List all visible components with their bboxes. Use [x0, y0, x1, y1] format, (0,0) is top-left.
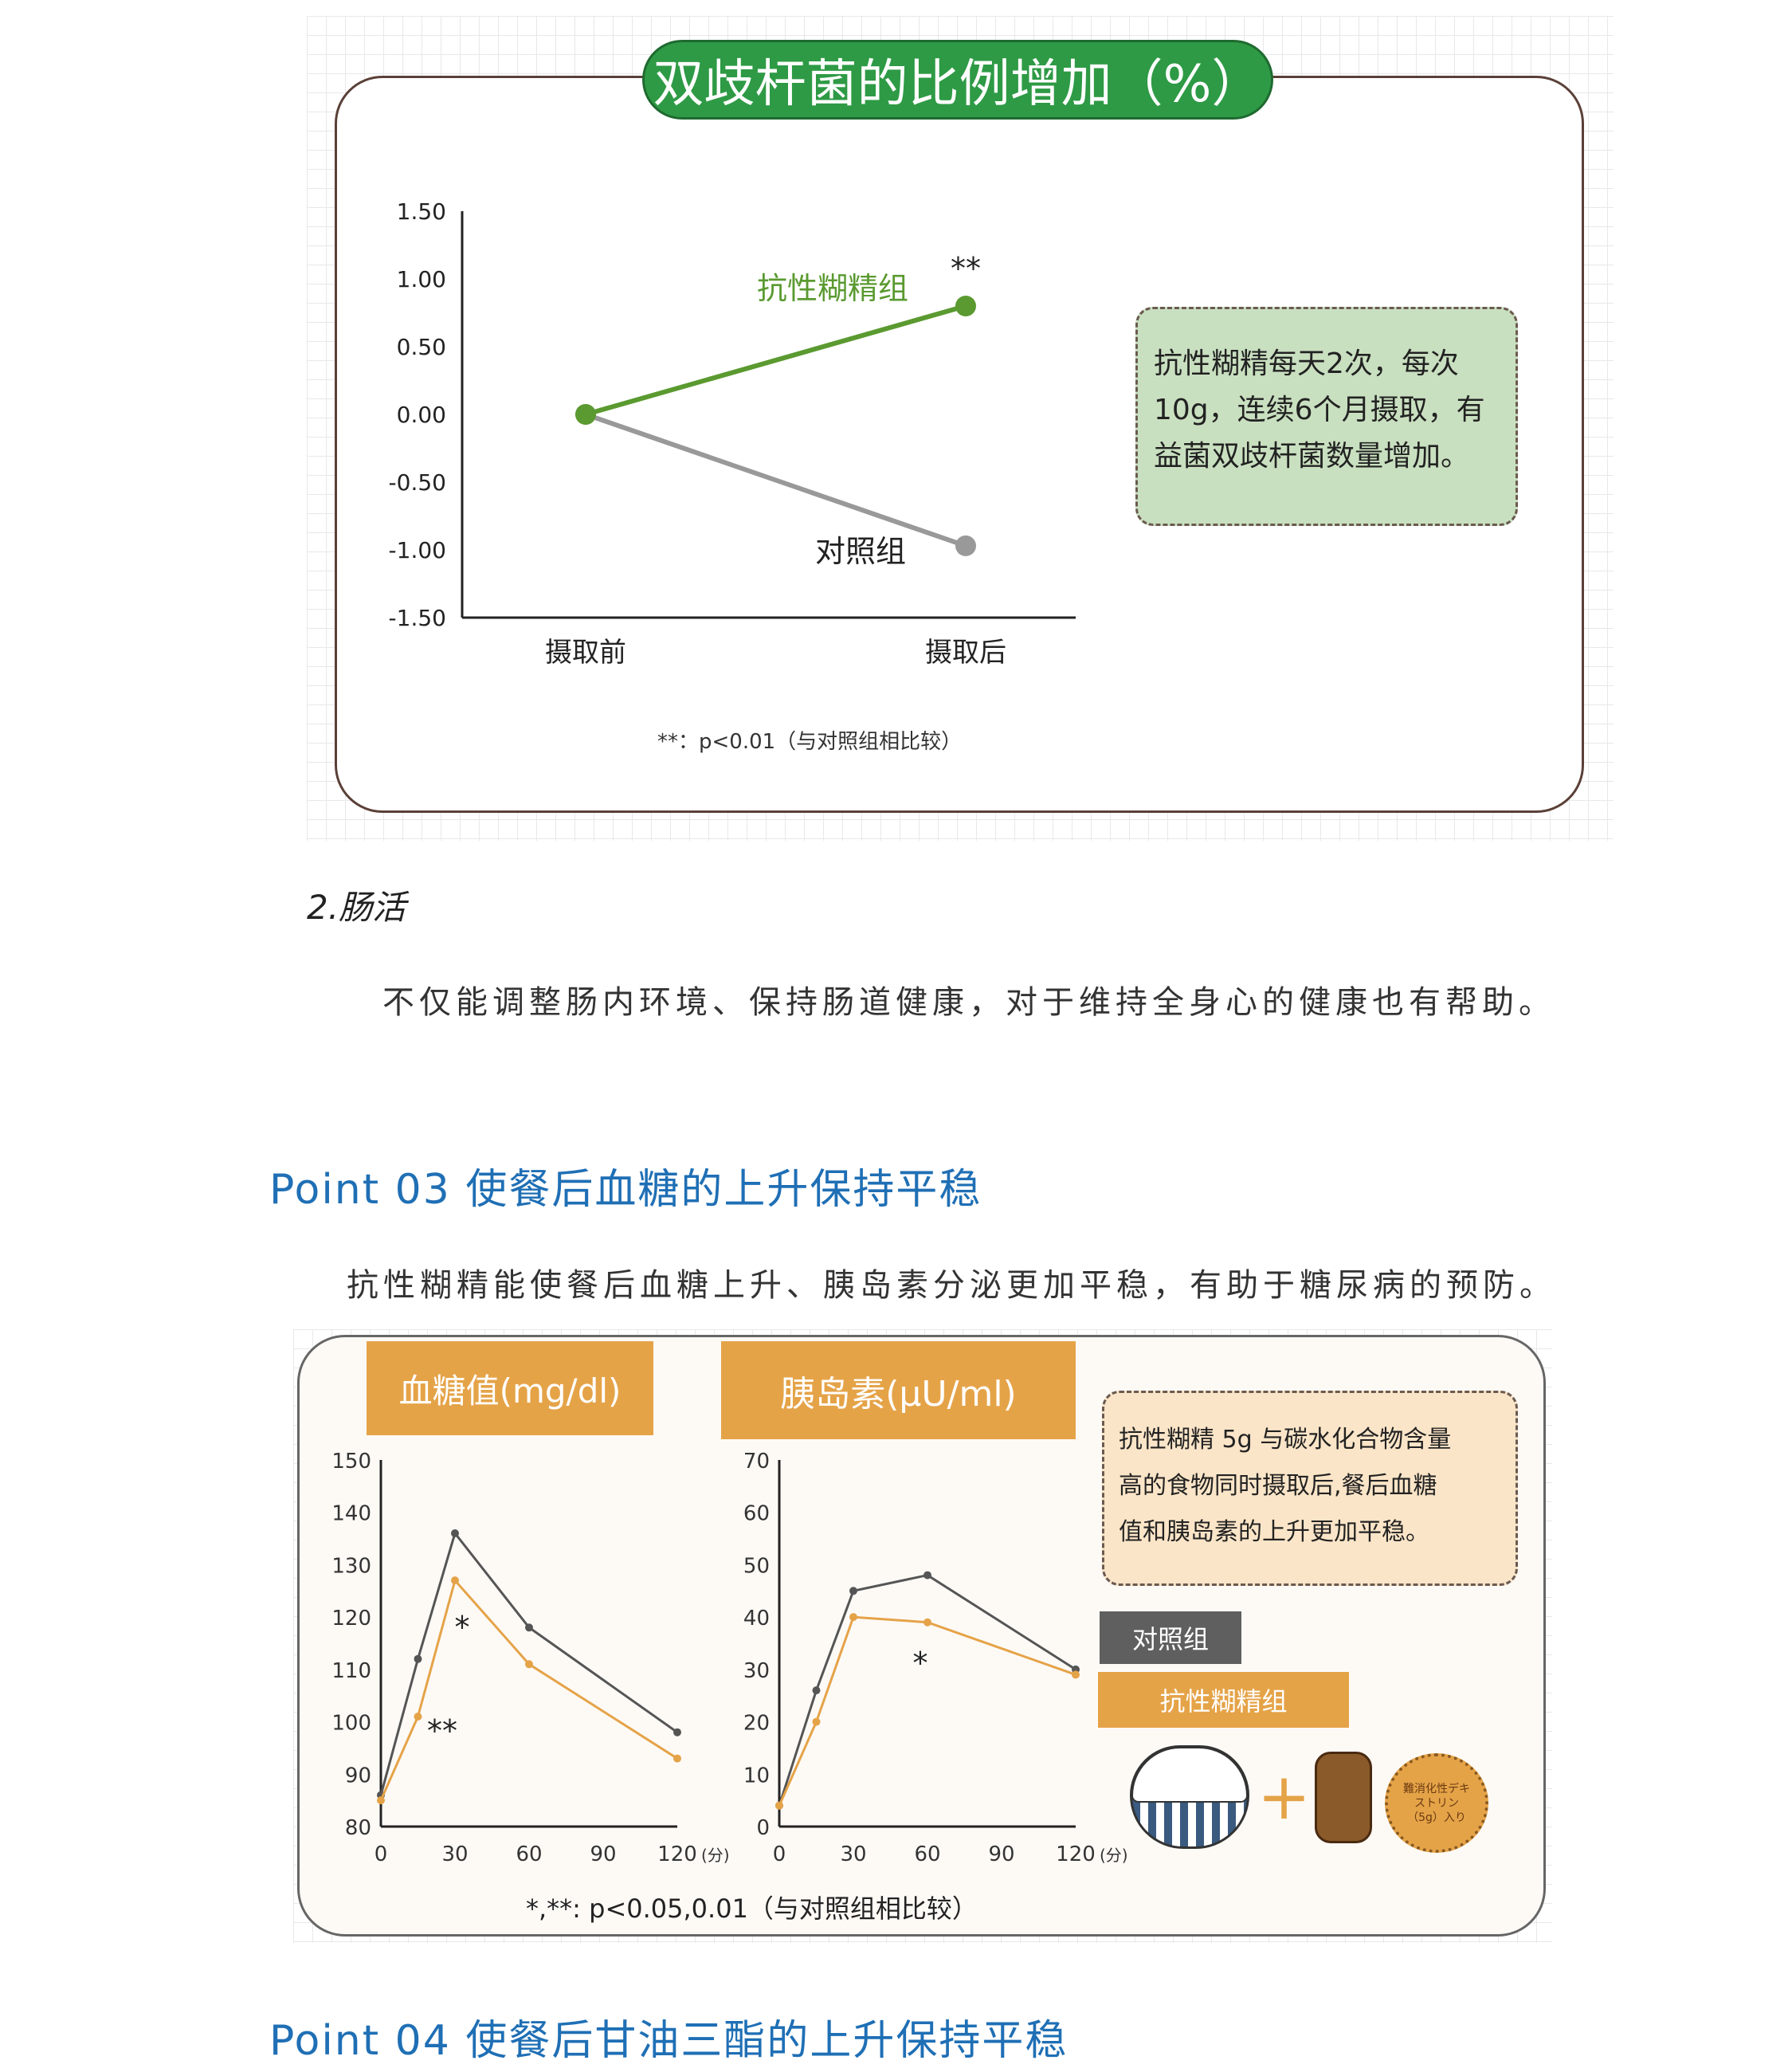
y-tick-label: 150: [331, 1450, 371, 1474]
legend-resistant: 抗性糊精组: [1098, 1672, 1349, 1728]
series-line: [585, 412, 967, 548]
series-label: 抗性糊精组: [757, 271, 908, 306]
x-tick-label: 90: [988, 1842, 1014, 1865]
tea-cup-icon: [1315, 1752, 1372, 1843]
data-point: [775, 1801, 783, 1810]
y-tick-label: 50: [743, 1554, 770, 1578]
callout-line: 10g，连续6个月摄取，有: [1154, 394, 1485, 426]
data-point: [812, 1717, 821, 1726]
chart1-footnote: **：p<0.01（与对照组相比较）: [657, 730, 963, 754]
series-line: [778, 1573, 1076, 1807]
plus-icon: +: [1257, 1760, 1312, 1834]
y-tick-label: 40: [743, 1607, 770, 1631]
data-point: [377, 1796, 385, 1805]
data-point: [849, 1613, 857, 1622]
chart2-callout: 抗性糊精 5g 与碳水化合物含量 高的食物同时摄取后,餐后血糖 值和胰岛素的上升…: [1102, 1391, 1518, 1586]
x-tick-label: 60: [516, 1842, 542, 1865]
data-point: [451, 1576, 459, 1585]
insulin-plot: 70 60 50 40 30 20 10 00 30 60 90 120 (分) *: [743, 1450, 1128, 1865]
y-tick-label: 1.50: [397, 198, 446, 225]
glucose-title: 血糖值(mg/dl): [367, 1341, 653, 1435]
x-tick-label: 0: [374, 1842, 388, 1865]
x-tick-label: 摄取后: [925, 637, 1006, 669]
x-tick-label: 60: [914, 1842, 940, 1865]
significance-mark: *: [913, 1646, 928, 1681]
data-point: [1072, 1670, 1080, 1679]
y-tick-label: -1.50: [389, 605, 446, 631]
data-point: [414, 1713, 422, 1721]
y-tick-label: 0.50: [397, 334, 446, 360]
data-point: [673, 1728, 681, 1736]
callout-line: 抗性糊精每天2次，每次: [1154, 347, 1459, 380]
data-point: [955, 535, 976, 556]
x-tick-label: 30: [840, 1842, 866, 1865]
x-tick-label: 120: [1056, 1842, 1096, 1865]
x-unit-label: (分): [1100, 1846, 1128, 1865]
y-tick-label: 90: [345, 1764, 371, 1787]
significance-mark: **: [951, 251, 981, 286]
chart1-callout: 抗性糊精每天2次，每次 10g，连续6个月摄取，有 益菌双歧杆菌数量增加。: [1135, 307, 1518, 526]
series-line: [379, 1578, 678, 1801]
legend-control: 对照组: [1100, 1611, 1241, 1664]
data-point: [673, 1754, 681, 1763]
insulin-title: 胰岛素(μU/ml): [721, 1341, 1076, 1439]
significance-mark: *: [455, 1610, 470, 1645]
point03-text: 抗性糊精能使餐后血糖上升、胰岛素分泌更加平稳，有助于糖尿病的预防。: [347, 1267, 1556, 1304]
data-point: [955, 296, 976, 316]
data-point: [451, 1529, 459, 1537]
data-point: [525, 1623, 533, 1632]
chart2-footnote: *,**: p<0.05,0.01（与对照组相比较）: [526, 1893, 978, 1924]
data-point: [812, 1686, 821, 1695]
callout-line: 益菌双歧杆菌数量增加。: [1154, 440, 1470, 473]
y-tick-label: 60: [743, 1502, 770, 1526]
section2-text: 不仅能调整肠内环境、保持肠道健康，对于维持全身心的健康也有帮助。: [382, 984, 1555, 1021]
y-tick-label: 10: [743, 1764, 770, 1787]
callout-line: 高的食物同时摄取后,餐后血糖: [1119, 1472, 1437, 1500]
y-tick-label: 120: [331, 1607, 371, 1631]
series-line: [585, 304, 967, 417]
y-tick-label: 110: [331, 1659, 371, 1683]
cookie-label: 難消化性デキストリン（5g）入り: [1403, 1782, 1470, 1824]
point03-heading: Point 03 使餐后血糖的上升保持平稳: [269, 1166, 982, 1214]
data-point: [525, 1660, 533, 1669]
section2-heading: 2.肠活: [307, 888, 406, 927]
point04-heading: Point 04 使餐后甘油三酯的上升保持平稳: [269, 2017, 1069, 2065]
y-tick-label: 140: [331, 1502, 371, 1526]
data-point: [849, 1587, 857, 1595]
series-label: 对照组: [815, 534, 906, 569]
y-tick-label: 30: [743, 1659, 770, 1683]
x-tick-label: 0: [773, 1842, 786, 1865]
y-tick-label: 80: [345, 1816, 371, 1840]
y-tick-label: 0: [756, 1816, 770, 1840]
x-tick-label: 摄取前: [545, 637, 626, 669]
x-unit-label: (分): [701, 1846, 730, 1865]
x-tick-label: 90: [590, 1842, 616, 1865]
callout-line: 值和胰岛素的上升更加平稳。: [1119, 1518, 1429, 1546]
data-point: [414, 1654, 422, 1663]
y-tick-label: 130: [331, 1554, 371, 1578]
data-point: [923, 1571, 931, 1580]
chart1-plot: 1.50 1.00 0.50 0.00 -0.50 -1.00 -1.50 摄取前 摄取后 抗性糊…: [389, 198, 1076, 669]
y-tick-label: 1.00: [397, 266, 446, 292]
callout-line: 抗性糊精 5g 与碳水化合物含量: [1119, 1426, 1452, 1454]
y-tick-label: 70: [743, 1450, 770, 1474]
data-point: [923, 1618, 931, 1627]
x-tick-label: 30: [441, 1842, 468, 1865]
y-tick-label: -0.50: [389, 469, 446, 496]
y-tick-label: 0.00: [397, 402, 446, 428]
x-tick-label: 120: [657, 1842, 697, 1865]
cookie-icon: 難消化性デキストリン（5g）入り: [1385, 1753, 1488, 1853]
y-tick-label: 100: [331, 1712, 371, 1736]
significance-mark: **: [427, 1713, 457, 1748]
y-tick-label: -1.00: [389, 537, 446, 563]
y-tick-label: 20: [743, 1712, 770, 1736]
data-point: [575, 404, 596, 425]
chart1-title: 双歧杆菌的比例增加（%）: [642, 40, 1273, 120]
